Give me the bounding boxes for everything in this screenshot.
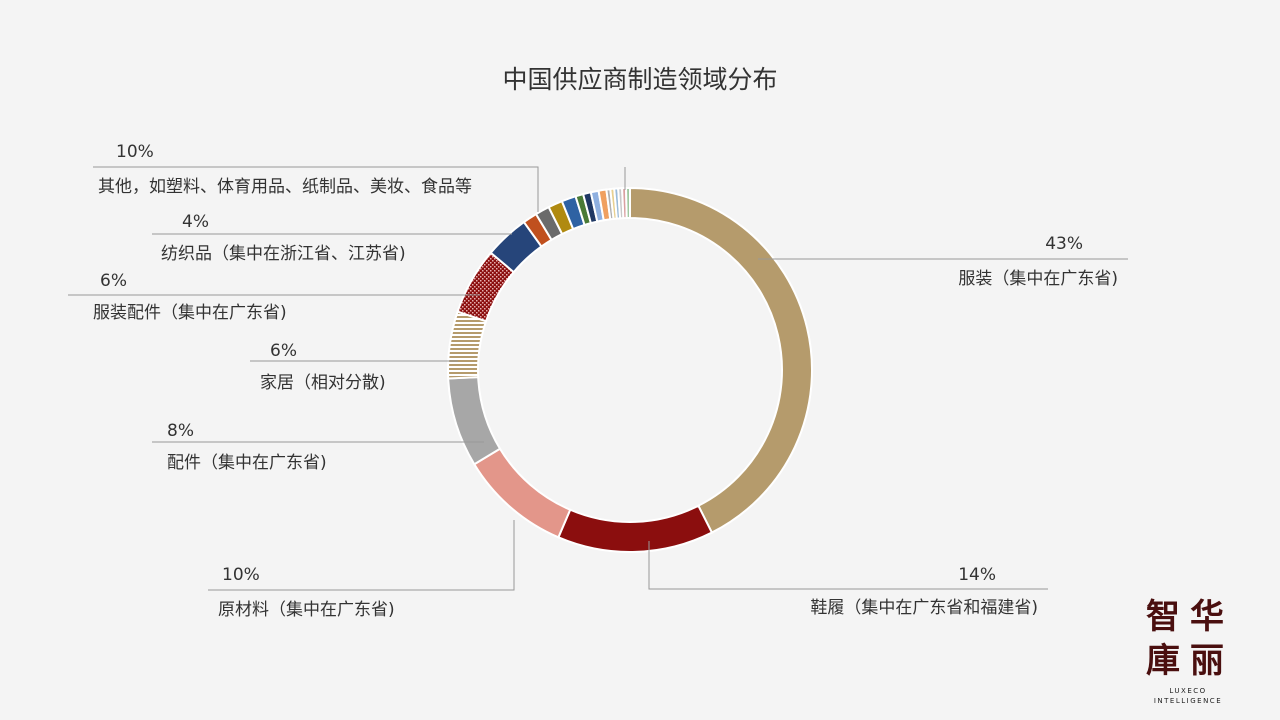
slice-name-label-8: 其他，如塑料、体育用品、纸制品、美妆、食品等 bbox=[98, 177, 472, 197]
slice-pct-label-6: 6% bbox=[100, 271, 127, 291]
slice-name-label-7: 纺织品（集中在浙江省、江苏省) bbox=[161, 244, 406, 264]
logo-char-4: 丽 bbox=[1190, 641, 1224, 681]
logo-sub-2: INTELLIGENCE bbox=[1153, 697, 1223, 705]
slice-name-label-5: 家居（相对分散) bbox=[260, 373, 386, 393]
donut-slice-5 bbox=[447, 310, 488, 380]
donut-slice-4 bbox=[447, 376, 502, 466]
slice-pct-label-7: 4% bbox=[182, 212, 209, 232]
chart-title: 中国供应商制造领域分布 bbox=[502, 65, 778, 94]
slice-pct-label-2: 14% bbox=[958, 565, 996, 585]
slice-pct-label-8: 10% bbox=[116, 142, 154, 162]
leader-line-3 bbox=[208, 520, 515, 591]
donut-slice-8-part-14 bbox=[625, 186, 631, 220]
slice-name-label-3: 原材料（集中在广东省) bbox=[218, 600, 395, 620]
slice-name-label-4: 配件（集中在广东省) bbox=[167, 453, 327, 473]
logo-sub-1: LUXECO bbox=[1169, 687, 1207, 695]
leader-line-2 bbox=[648, 541, 1048, 590]
donut-slice-2 bbox=[557, 504, 714, 553]
slice-pct-label-5: 6% bbox=[270, 341, 297, 361]
slice-pct-label-1: 43% bbox=[1045, 234, 1083, 254]
slice-name-label-1: 服装（集中在广东省) bbox=[958, 269, 1118, 289]
slice-pct-label-3: 10% bbox=[222, 565, 260, 585]
slice-name-label-2: 鞋履（集中在广东省和福建省) bbox=[810, 598, 1038, 618]
donut-slice-1 bbox=[629, 186, 813, 534]
logo-char-3: 庫 bbox=[1146, 641, 1180, 681]
logo-char-1: 智 bbox=[1146, 597, 1180, 637]
logo-char-2: 华 bbox=[1190, 597, 1224, 637]
slice-pct-label-4: 8% bbox=[167, 421, 194, 441]
slice-name-label-6: 服装配件（集中在广东省) bbox=[93, 303, 287, 323]
brand-logo: 智 华 庫 丽 LUXECO INTELLIGENCE bbox=[1140, 598, 1236, 710]
donut-slice-3 bbox=[472, 447, 572, 539]
leader-line-8 bbox=[93, 166, 539, 212]
